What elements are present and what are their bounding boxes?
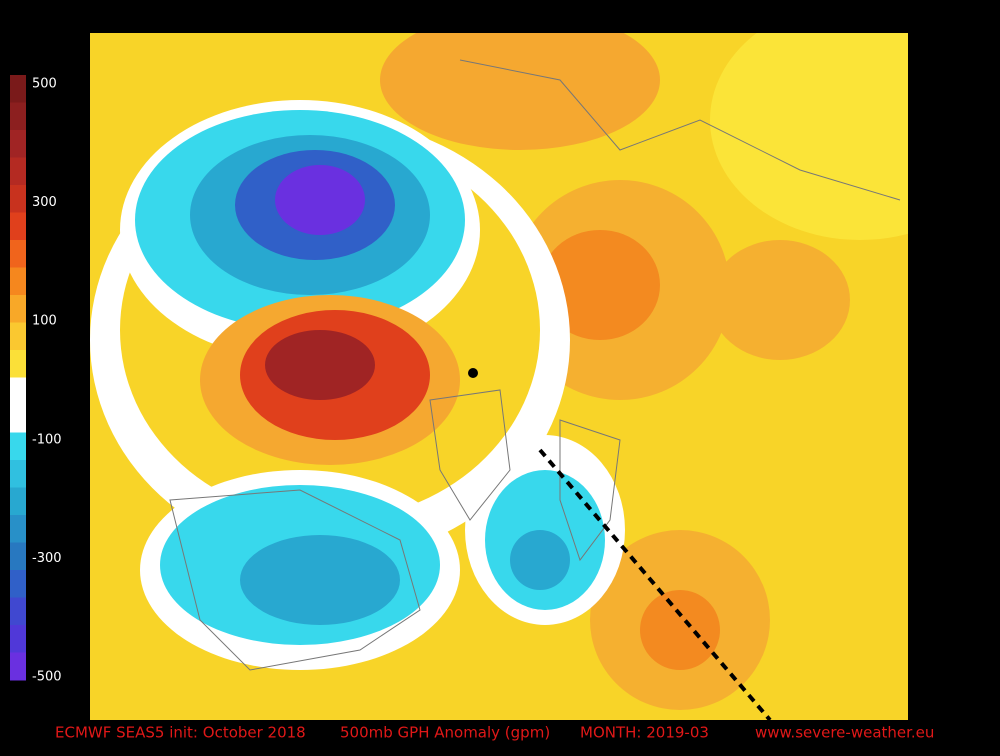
colorbar-swatch bbox=[10, 75, 26, 103]
colorbar: 500 300 100 -100 -300 -500 bbox=[10, 75, 62, 685]
contour bbox=[710, 240, 850, 360]
colorbar-swatch bbox=[10, 377, 26, 406]
colorbar-swatch bbox=[10, 322, 26, 351]
contour bbox=[540, 230, 660, 340]
colorbar-swatch bbox=[10, 157, 26, 186]
map bbox=[90, 33, 908, 720]
contour bbox=[380, 33, 660, 150]
contour bbox=[240, 535, 400, 625]
colorbar-label: -300 bbox=[32, 551, 62, 566]
colorbar-swatch bbox=[10, 432, 26, 461]
contour bbox=[640, 590, 720, 670]
colorbar-swatch bbox=[10, 212, 26, 241]
colorbar-label: -100 bbox=[32, 432, 62, 447]
colorbar-swatch bbox=[10, 267, 26, 296]
colorbar-swatch bbox=[10, 130, 26, 158]
footer-site: www.severe-weather.eu bbox=[755, 724, 934, 742]
colorbar-swatch bbox=[10, 652, 26, 681]
colorbar-swatch bbox=[10, 405, 26, 433]
colorbar-swatch bbox=[10, 597, 26, 626]
colorbar-label: 300 bbox=[32, 195, 57, 210]
colorbar-swatch bbox=[10, 295, 26, 323]
colorbar-swatch bbox=[10, 240, 26, 268]
colorbar-label: 100 bbox=[32, 314, 57, 329]
colorbar-swatch bbox=[10, 185, 26, 213]
footer-model: ECMWF SEAS5 init: October 2018 bbox=[55, 724, 306, 742]
colorbar-label: 500 bbox=[32, 77, 57, 92]
colorbar-swatch bbox=[10, 515, 26, 543]
coastline bbox=[169, 489, 421, 671]
footer-month: MONTH: 2019-03 bbox=[580, 724, 709, 742]
colorbar-swatch bbox=[10, 542, 26, 571]
colorbar-swatch bbox=[10, 350, 26, 378]
contour bbox=[510, 530, 570, 590]
contour bbox=[275, 165, 365, 235]
colorbar-swatch bbox=[10, 487, 26, 516]
footer-field: 500mb GPH Anomaly (gpm) bbox=[340, 724, 550, 742]
contour bbox=[265, 330, 375, 400]
coastline bbox=[429, 389, 511, 521]
colorbar-swatch bbox=[10, 570, 26, 598]
map-boundary bbox=[538, 448, 772, 720]
pole-marker bbox=[468, 368, 478, 378]
colorbar-swatch bbox=[10, 460, 26, 488]
colorbar-swatch bbox=[10, 102, 26, 131]
coastline bbox=[559, 419, 621, 562]
colorbar-swatch bbox=[10, 625, 26, 653]
colorbar-label: -500 bbox=[32, 670, 62, 685]
coastline bbox=[459, 59, 901, 201]
contour bbox=[710, 33, 908, 240]
